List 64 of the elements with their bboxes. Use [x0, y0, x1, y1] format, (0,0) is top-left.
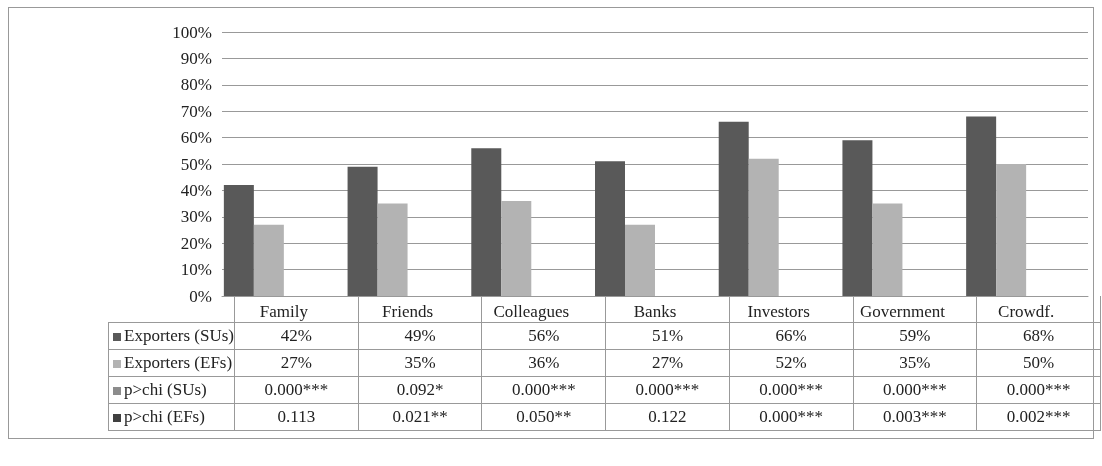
y-tick-label: 30%	[180, 207, 212, 227]
legend-label: p>chi (EFs)	[124, 407, 205, 426]
x-tick-label: Government	[859, 302, 946, 321]
y-tick-label: 80%	[180, 75, 212, 95]
text: 0.122	[648, 407, 687, 426]
text: 0.113	[277, 407, 316, 426]
bar	[223, 185, 254, 296]
bar	[842, 140, 873, 296]
data-label: 51%	[605, 322, 730, 350]
text: 0.092*	[396, 380, 444, 399]
legend-label: p>chi (SUs)	[124, 380, 207, 399]
data-label: 68%	[976, 322, 1101, 350]
text: 0.000***	[635, 380, 700, 399]
x-tick-label: Investors	[747, 302, 810, 321]
y-tick-label: 40%	[180, 180, 212, 200]
data-label: 66%	[729, 322, 854, 350]
text: 0.002***	[1006, 407, 1071, 426]
text: 0.050**	[516, 407, 572, 426]
data-label: 35%	[853, 349, 977, 377]
y-tick-label: 70%	[180, 101, 212, 121]
bar	[748, 158, 779, 296]
bar	[501, 200, 532, 296]
x-tick-label: Crowdf.	[998, 302, 1055, 321]
bar	[253, 224, 284, 296]
bar	[377, 203, 408, 296]
text: 0.000***	[883, 380, 947, 399]
data-label: 52%	[729, 349, 854, 377]
text: 0.021**	[392, 407, 448, 426]
data-label: 35%	[358, 349, 482, 377]
x-tick-label: Colleagues	[493, 302, 570, 321]
bar	[872, 203, 903, 296]
text: 0.000***	[759, 407, 824, 426]
legend-label: Exporters (EFs)	[124, 353, 233, 372]
y-tick-label: 90%	[180, 48, 212, 68]
data-label: 27%	[234, 349, 359, 377]
text: 0.003***	[883, 407, 947, 426]
bar	[595, 161, 625, 296]
data-label: 49%	[358, 322, 482, 350]
data-label: 50%	[976, 349, 1101, 377]
data-label: 36%	[481, 349, 606, 377]
bar	[471, 148, 502, 296]
data-label: 59%	[853, 322, 977, 350]
bar	[996, 164, 1027, 296]
text: 0.000***	[511, 380, 576, 399]
text: 0.000***	[1006, 380, 1071, 399]
bar	[625, 224, 655, 296]
y-tick-label: 0%	[189, 286, 212, 306]
bar	[718, 121, 749, 296]
y-tick-label: 50%	[180, 154, 212, 174]
x-tick-label: Family	[259, 302, 309, 321]
legend-label: Exporters (SUs)	[124, 326, 235, 345]
x-tick-label: Banks	[633, 302, 677, 321]
y-tick-label: 10%	[180, 260, 212, 280]
text: 0.000***	[264, 380, 329, 399]
y-tick-label: 100%	[172, 22, 212, 42]
data-label: 27%	[605, 349, 730, 377]
x-tick-label: Friends	[382, 302, 434, 321]
data-label: 56%	[481, 322, 606, 350]
bar	[347, 166, 378, 296]
bar	[966, 116, 997, 296]
data-label: 42%	[234, 322, 359, 350]
y-tick-label: 60%	[180, 128, 212, 148]
text: 0.000***	[759, 380, 824, 399]
y-tick-label: 20%	[180, 233, 212, 253]
